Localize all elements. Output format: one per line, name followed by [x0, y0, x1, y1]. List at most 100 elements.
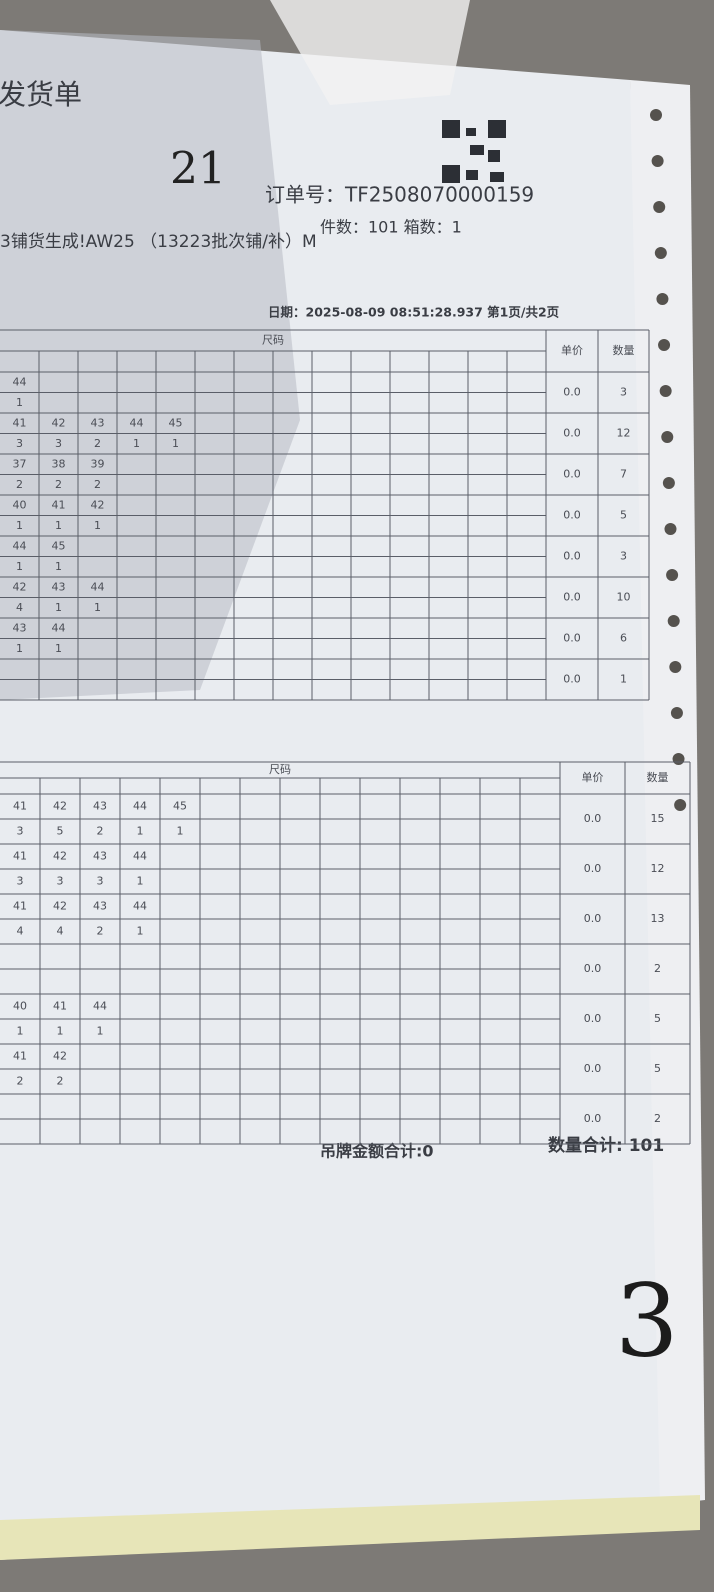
- size: 42: [53, 800, 67, 813]
- qty: 15: [651, 812, 665, 825]
- count: 1: [55, 560, 62, 573]
- size: 38: [52, 457, 66, 470]
- hole: [658, 339, 671, 351]
- count: 2: [97, 925, 104, 938]
- count: 2: [97, 825, 104, 838]
- size: 42: [53, 900, 67, 913]
- count: 1: [94, 601, 101, 614]
- hole: [662, 477, 675, 489]
- size-header: 尺码: [262, 334, 284, 347]
- size-header: 尺码: [269, 763, 291, 776]
- size: 43: [91, 416, 105, 429]
- hole: [669, 661, 682, 673]
- count: 1: [17, 1025, 24, 1038]
- handwritten-mark: 21: [170, 144, 226, 195]
- qty: 6: [620, 632, 627, 645]
- count: 1: [137, 875, 144, 888]
- count: 3: [57, 875, 64, 888]
- size: 42: [13, 580, 27, 593]
- qty: 7: [620, 468, 627, 481]
- hole: [672, 753, 685, 765]
- qty-header: 数量: [613, 344, 635, 357]
- hole: [656, 293, 669, 305]
- hole: [650, 109, 662, 121]
- size: 42: [53, 1050, 67, 1063]
- price: 0.0: [563, 427, 581, 440]
- hole: [674, 799, 687, 811]
- size: 45: [173, 800, 187, 813]
- count: 1: [55, 601, 62, 614]
- count: 4: [17, 925, 24, 938]
- count: 1: [16, 519, 23, 532]
- count: 3: [17, 875, 24, 888]
- size: 44: [130, 416, 144, 429]
- qty-total: 数量合计: 101: [548, 1135, 664, 1156]
- price: 0.0: [584, 812, 602, 825]
- size: 37: [13, 457, 27, 470]
- count: 2: [94, 437, 101, 450]
- size: 44: [52, 621, 66, 634]
- size: 43: [93, 800, 107, 813]
- batch: 3铺货生成!AW25 （13223批次铺/补）M: [0, 232, 317, 252]
- qty: 5: [654, 1012, 661, 1025]
- size: 44: [91, 580, 105, 593]
- qty: 12: [651, 862, 665, 875]
- qty: 2: [654, 1112, 661, 1125]
- qr-code: [442, 120, 506, 183]
- qty: 5: [654, 1062, 661, 1075]
- size: 45: [52, 539, 66, 552]
- shadow: [0, 30, 300, 700]
- size: 42: [53, 850, 67, 863]
- hole: [666, 569, 679, 581]
- count: 4: [57, 925, 64, 938]
- size: 44: [133, 800, 147, 813]
- qty: 3: [620, 550, 627, 563]
- size: 41: [13, 1050, 27, 1063]
- count: 4: [16, 601, 23, 614]
- count: 3: [55, 437, 62, 450]
- tag-total: 吊牌金额合计:0: [320, 1142, 434, 1161]
- qty: 5: [620, 509, 627, 522]
- count: 1: [16, 642, 23, 655]
- count: 1: [94, 519, 101, 532]
- qty: 3: [620, 386, 627, 399]
- price: 0.0: [563, 673, 581, 686]
- price: 0.0: [563, 550, 581, 563]
- size: 39: [91, 457, 105, 470]
- hole: [664, 523, 677, 535]
- qty-header: 数量: [647, 771, 669, 784]
- date: 日期：2025-08-09 08:51:28.937 第1页/共2页: [268, 305, 559, 320]
- qty: 12: [617, 427, 631, 440]
- order-no: 订单号：TF2508070000159: [265, 183, 534, 207]
- price: 0.0: [563, 632, 581, 645]
- doc-title: 发货单: [0, 78, 82, 111]
- count: 2: [57, 1075, 64, 1088]
- hole: [661, 431, 674, 443]
- count: 3: [16, 437, 23, 450]
- count: 1: [55, 519, 62, 532]
- count: 1: [172, 437, 179, 450]
- size: 41: [13, 416, 27, 429]
- price: 0.0: [563, 468, 581, 481]
- size: 44: [133, 900, 147, 913]
- count: 1: [97, 1025, 104, 1038]
- count: 1: [55, 642, 62, 655]
- price: 0.0: [563, 386, 581, 399]
- hole: [651, 155, 664, 167]
- count: 1: [137, 925, 144, 938]
- size: 45: [169, 416, 183, 429]
- perforation: [650, 109, 687, 811]
- price: 0.0: [584, 1012, 602, 1025]
- size: 42: [52, 416, 66, 429]
- count: 3: [97, 875, 104, 888]
- price: 0.0: [584, 962, 602, 975]
- size: 42: [91, 498, 105, 511]
- price: 0.0: [584, 862, 602, 875]
- count: 1: [57, 1025, 64, 1038]
- count: 2: [55, 478, 62, 491]
- qty: 1: [620, 673, 627, 686]
- qty: 2: [654, 962, 661, 975]
- size: 41: [13, 850, 27, 863]
